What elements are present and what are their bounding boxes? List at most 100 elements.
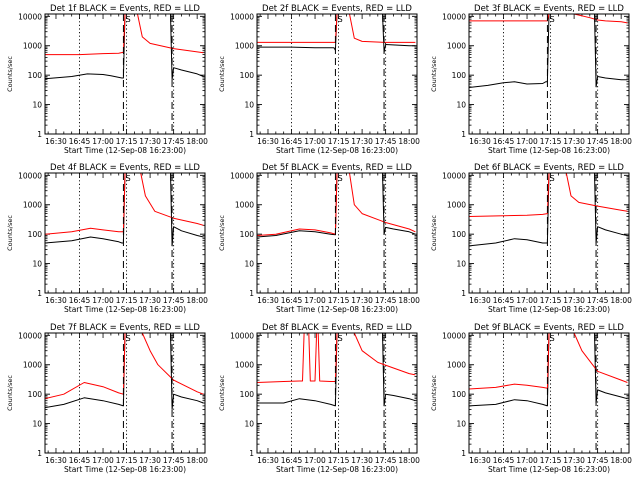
panel-title: Det 8f BLACK = Events, RED = LLD	[262, 323, 412, 333]
x-tick-label: 18:00	[398, 456, 420, 465]
x-tick-label: 17:30	[139, 137, 161, 146]
x-tick-label: 18:00	[398, 296, 420, 305]
panel: Det 3f BLACK = Events, RED = LLD Counts/s…	[430, 4, 632, 155]
x-tick-label: 16:45	[493, 137, 515, 146]
y-tick-label: 1	[37, 130, 42, 139]
y-axis-label: Counts/sec	[6, 375, 14, 411]
x-tick-label: 16:45	[69, 456, 91, 465]
marker-label: S	[126, 15, 131, 24]
panel-series-group	[469, 333, 628, 407]
x-tick-label: 16:45	[69, 137, 91, 146]
x-axis-label: Start Time (12-Sep-08 16:23:00)	[276, 146, 398, 155]
panel-frame	[256, 13, 418, 135]
marker-label: E	[594, 334, 599, 343]
y-axis-label: Counts/sec	[6, 215, 14, 251]
y-tick-label: 10	[456, 101, 466, 110]
panel-title: Det 6f BLACK = Events, RED = LLD	[474, 163, 624, 173]
y-tick-label: 1000	[447, 361, 466, 370]
x-axis-label: Start Time (12-Sep-08 16:23:00)	[488, 146, 610, 155]
x-tick-label: 17:45	[163, 137, 185, 146]
y-axis-label: Counts/sec	[6, 56, 14, 92]
events-series-line	[257, 14, 416, 53]
x-axis-label: Start Time (12-Sep-08 16:23:00)	[488, 465, 610, 474]
x-tick-label: 16:30	[469, 137, 491, 146]
x-tick-label: 17:45	[375, 137, 397, 146]
y-tick-label: 10	[244, 260, 254, 269]
panel: Det 1f BLACK = Events, RED = LLD Counts/s…	[6, 4, 208, 155]
x-tick-label: 16:30	[45, 296, 67, 305]
y-tick-label: 10000	[230, 171, 254, 180]
x-tick-label: 17:00	[304, 456, 326, 465]
panel-frame	[44, 172, 206, 294]
x-tick-label: 16:30	[257, 296, 279, 305]
y-tick-label: 10000	[442, 331, 466, 340]
x-tick-label: 16:30	[45, 456, 67, 465]
x-tick-label: 18:00	[398, 137, 420, 146]
y-tick-label: 1	[249, 449, 254, 458]
panel-series-group	[257, 14, 416, 53]
y-tick-label: 10000	[18, 12, 42, 21]
x-tick-label: 17:30	[139, 296, 161, 305]
lld-series-line	[45, 14, 204, 56]
x-tick-label: 17:00	[516, 456, 538, 465]
panel: Det 4f BLACK = Events, RED = LLD Counts/s…	[6, 163, 208, 314]
marker-label: S	[126, 174, 131, 183]
panel-title: Det 2f BLACK = Events, RED = LLD	[262, 4, 412, 14]
y-tick-label: 1	[461, 130, 466, 139]
marker-label: E	[170, 174, 175, 183]
x-axis-label: Start Time (12-Sep-08 16:23:00)	[276, 465, 398, 474]
x-tick-label: 17:00	[92, 137, 114, 146]
y-axis-label: Counts/sec	[430, 215, 438, 251]
lld-series-line	[45, 333, 204, 400]
x-tick-label: 17:45	[375, 456, 397, 465]
events-series-line	[257, 173, 416, 238]
x-tick-label: 16:45	[69, 296, 91, 305]
y-tick-label: 10	[244, 101, 254, 110]
y-tick-label: 10000	[18, 331, 42, 340]
lld-series-line	[469, 333, 628, 390]
x-tick-label: 16:45	[281, 296, 303, 305]
x-tick-label: 17:15	[540, 456, 562, 465]
marker-label: S	[550, 334, 555, 343]
marker-label: S	[338, 334, 343, 343]
x-tick-label: 18:00	[186, 456, 208, 465]
marker-label: E	[382, 334, 387, 343]
y-tick-label: 100	[240, 71, 255, 80]
marker-label: S	[338, 15, 343, 24]
x-tick-label: 17:00	[304, 137, 326, 146]
lld-series-line	[257, 333, 416, 383]
events-series-line	[469, 14, 628, 88]
marker-label: E	[382, 15, 387, 24]
marker-label: E	[594, 15, 599, 24]
y-tick-label: 100	[452, 230, 467, 239]
marker-label: E	[382, 174, 387, 183]
x-tick-label: 17:30	[351, 296, 373, 305]
x-axis-label: Start Time (12-Sep-08 16:23:00)	[64, 305, 186, 314]
y-tick-label: 10	[456, 420, 466, 429]
events-series-line	[45, 173, 204, 247]
x-axis-label: Start Time (12-Sep-08 16:23:00)	[488, 305, 610, 314]
panel-title: Det 5f BLACK = Events, RED = LLD	[262, 163, 412, 173]
y-axis-label: Counts/sec	[218, 56, 226, 92]
panel-frame	[468, 332, 630, 454]
y-tick-label: 100	[28, 230, 43, 239]
x-tick-label: 17:45	[587, 456, 609, 465]
y-tick-label: 1	[37, 289, 42, 298]
x-tick-label: 17:45	[163, 296, 185, 305]
x-tick-label: 17:45	[587, 137, 609, 146]
y-tick-label: 100	[240, 230, 255, 239]
x-tick-label: 16:45	[493, 296, 515, 305]
lld-series-line	[469, 14, 628, 24]
panel-series-group	[257, 173, 416, 238]
panel-title: Det 4f BLACK = Events, RED = LLD	[50, 163, 200, 173]
panel-series-group	[45, 14, 204, 81]
x-tick-label: 17:30	[351, 456, 373, 465]
x-tick-label: 16:30	[469, 296, 491, 305]
x-tick-label: 17:00	[304, 296, 326, 305]
y-tick-label: 1	[461, 449, 466, 458]
y-tick-label: 10	[456, 260, 466, 269]
y-tick-label: 1000	[23, 201, 42, 210]
panel-frame	[256, 172, 418, 294]
y-tick-label: 1	[249, 289, 254, 298]
x-tick-label: 17:30	[563, 296, 585, 305]
